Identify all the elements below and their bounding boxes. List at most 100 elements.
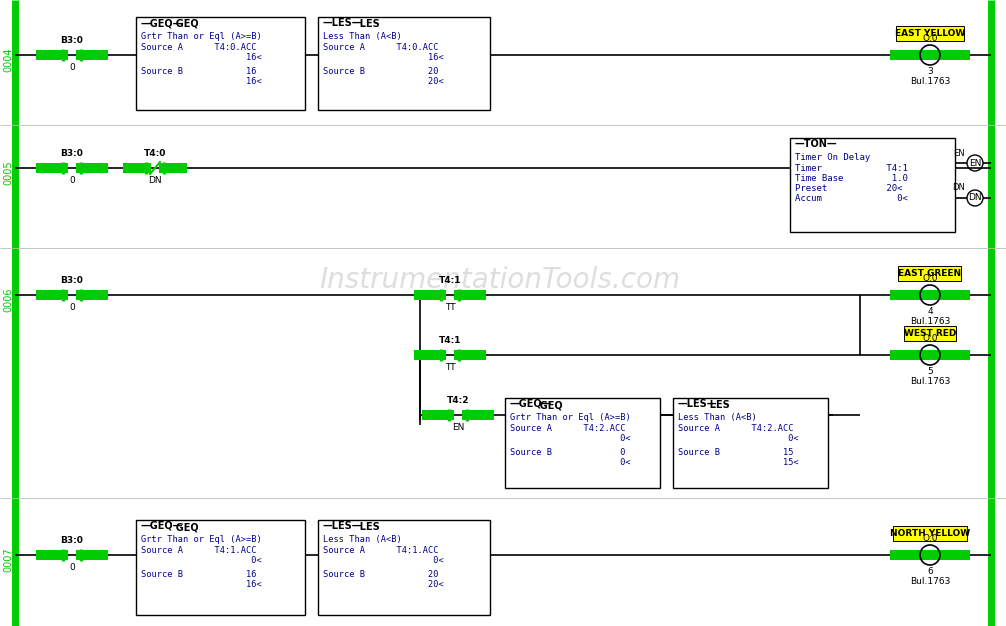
- Text: 3: 3: [928, 67, 933, 76]
- Bar: [36, 550, 68, 560]
- Text: GEQ: GEQ: [533, 400, 569, 410]
- Text: 0005: 0005: [3, 161, 13, 185]
- Text: Less Than (A<B): Less Than (A<B): [323, 32, 401, 41]
- Bar: [505, 398, 660, 488]
- Text: 0<: 0<: [323, 556, 444, 565]
- Text: T4:2: T4:2: [447, 396, 469, 405]
- Text: Grtr Than or Eql (A>=B): Grtr Than or Eql (A>=B): [141, 32, 262, 41]
- Text: DN: DN: [952, 183, 965, 193]
- Text: TT: TT: [445, 363, 456, 372]
- Text: O:0: O:0: [923, 274, 938, 283]
- Text: Source B             0: Source B 0: [510, 448, 626, 457]
- Text: Source A      T4:1.ACC: Source A T4:1.ACC: [323, 546, 439, 555]
- Text: Bul.1763: Bul.1763: [909, 377, 951, 386]
- Text: 0<: 0<: [510, 458, 631, 467]
- Text: T4:1: T4:1: [439, 336, 461, 345]
- Text: —LES—: —LES—: [323, 18, 362, 28]
- Text: Bul.1763: Bul.1763: [909, 317, 951, 326]
- Text: B3:0: B3:0: [60, 276, 83, 285]
- Text: O:0: O:0: [923, 334, 938, 343]
- Bar: [76, 550, 108, 560]
- FancyBboxPatch shape: [895, 26, 964, 41]
- Text: Source B            16: Source B 16: [141, 570, 257, 579]
- Text: Source A      T4:1.ACC: Source A T4:1.ACC: [141, 546, 257, 555]
- Text: DN: DN: [148, 176, 162, 185]
- Text: LES: LES: [353, 522, 386, 532]
- Bar: [123, 163, 151, 173]
- Bar: [890, 50, 970, 60]
- Text: LES: LES: [353, 19, 386, 29]
- Bar: [136, 17, 305, 110]
- Text: Source A      T4:0.ACC: Source A T4:0.ACC: [323, 43, 439, 52]
- Text: 0: 0: [69, 563, 74, 572]
- Text: Accum              0<: Accum 0<: [795, 194, 907, 203]
- Text: B3:0: B3:0: [60, 536, 83, 545]
- Text: Source B            20: Source B 20: [323, 67, 439, 76]
- Bar: [136, 520, 305, 615]
- Bar: [422, 410, 454, 420]
- Text: 6: 6: [928, 567, 933, 576]
- Text: Source A      T4:2.ACC: Source A T4:2.ACC: [510, 424, 626, 433]
- Text: 0: 0: [69, 176, 74, 185]
- Bar: [36, 163, 68, 173]
- Text: WEST RED: WEST RED: [903, 329, 956, 337]
- Text: 0: 0: [69, 63, 74, 72]
- Bar: [890, 550, 970, 560]
- FancyBboxPatch shape: [898, 266, 962, 281]
- Text: T4:1: T4:1: [439, 276, 461, 285]
- Text: NORTH YELLOW: NORTH YELLOW: [890, 528, 970, 538]
- Text: —LES—: —LES—: [323, 521, 362, 531]
- Text: B3:0: B3:0: [60, 36, 83, 45]
- Bar: [462, 410, 494, 420]
- Bar: [790, 138, 955, 232]
- Text: 16<: 16<: [141, 580, 262, 589]
- Text: 0004: 0004: [3, 48, 13, 72]
- Text: EN: EN: [452, 423, 464, 432]
- FancyBboxPatch shape: [904, 326, 956, 341]
- Text: B3:0: B3:0: [60, 149, 83, 158]
- Bar: [76, 163, 108, 173]
- Text: EAST GREEN: EAST GREEN: [898, 269, 962, 277]
- Bar: [159, 163, 187, 173]
- Text: Bul.1763: Bul.1763: [909, 77, 951, 86]
- Text: 16<: 16<: [141, 53, 262, 62]
- Text: EN: EN: [954, 148, 965, 158]
- Bar: [890, 350, 970, 360]
- Text: 0006: 0006: [3, 288, 13, 312]
- Bar: [76, 50, 108, 60]
- Bar: [414, 350, 446, 360]
- Text: Preset           20<: Preset 20<: [795, 184, 902, 193]
- Bar: [414, 290, 446, 300]
- Text: Time Base         1.0: Time Base 1.0: [795, 174, 907, 183]
- Bar: [318, 520, 490, 615]
- Text: Timer            T4:1: Timer T4:1: [795, 164, 907, 173]
- Text: —GEQ—: —GEQ—: [510, 399, 552, 409]
- Text: Bul.1763: Bul.1763: [909, 577, 951, 586]
- Bar: [76, 290, 108, 300]
- Bar: [673, 398, 828, 488]
- Text: T4:0: T4:0: [144, 149, 166, 158]
- Text: 0<: 0<: [678, 434, 799, 443]
- Text: 0: 0: [69, 303, 74, 312]
- Bar: [36, 50, 68, 60]
- Bar: [890, 290, 970, 300]
- Text: 0<: 0<: [510, 434, 631, 443]
- Text: 15<: 15<: [678, 458, 799, 467]
- Bar: [454, 350, 486, 360]
- Bar: [454, 290, 486, 300]
- Text: LES: LES: [703, 400, 736, 410]
- Text: GEQ: GEQ: [169, 522, 205, 532]
- Text: 20<: 20<: [323, 77, 444, 86]
- Text: Grtr Than or Eql (A>=B): Grtr Than or Eql (A>=B): [510, 413, 631, 422]
- Text: 0007: 0007: [3, 548, 13, 572]
- FancyBboxPatch shape: [893, 526, 967, 541]
- Text: —GEQ—: —GEQ—: [141, 18, 183, 28]
- Text: 16<: 16<: [141, 77, 262, 86]
- Text: 16<: 16<: [323, 53, 444, 62]
- Text: Grtr Than or Eql (A>=B): Grtr Than or Eql (A>=B): [141, 535, 262, 544]
- Text: Source B            15: Source B 15: [678, 448, 794, 457]
- Text: O:0: O:0: [923, 534, 938, 543]
- Text: TT: TT: [445, 303, 456, 312]
- Bar: [318, 17, 490, 110]
- Text: Source B            16: Source B 16: [141, 67, 257, 76]
